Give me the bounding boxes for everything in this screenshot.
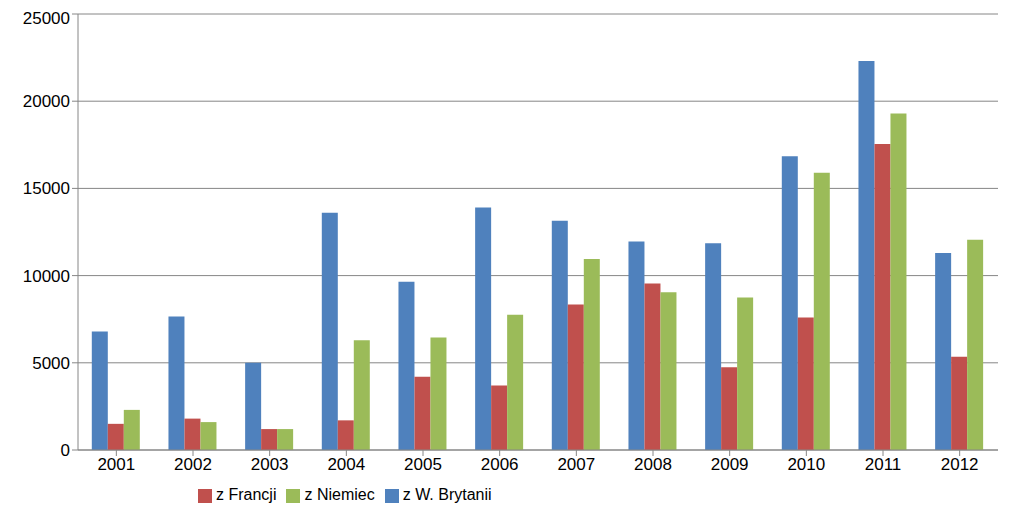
svg-text:2003: 2003 <box>251 455 289 474</box>
svg-text:2009: 2009 <box>711 455 749 474</box>
svg-text:2008: 2008 <box>634 455 672 474</box>
svg-text:2007: 2007 <box>557 455 595 474</box>
svg-text:2012: 2012 <box>941 455 979 474</box>
html-text:z Francji: z Francji <box>216 486 277 503</box>
svg-text:0: 0 <box>61 441 70 460</box>
svg-text:2010: 2010 <box>787 455 825 474</box>
svg-text:15000: 15000 <box>23 179 70 198</box>
svg-text:2011: 2011 <box>865 455 902 474</box>
svg-text:2006: 2006 <box>481 455 519 474</box>
svg-text:25000: 25000 <box>23 9 70 28</box>
svg-text:10000: 10000 <box>23 267 70 286</box>
svg-text:2002: 2002 <box>174 455 212 474</box>
svg-text:5000: 5000 <box>32 354 70 373</box>
svg-text:2004: 2004 <box>327 455 365 474</box>
svg-text:2001: 2001 <box>97 455 135 474</box>
svg-text:2005: 2005 <box>404 455 442 474</box>
html-text:z W. Brytanii: z W. Brytanii <box>402 486 492 503</box>
svg-text:20000: 20000 <box>23 92 70 111</box>
html-text:z Niemiec: z Niemiec <box>304 486 375 503</box>
